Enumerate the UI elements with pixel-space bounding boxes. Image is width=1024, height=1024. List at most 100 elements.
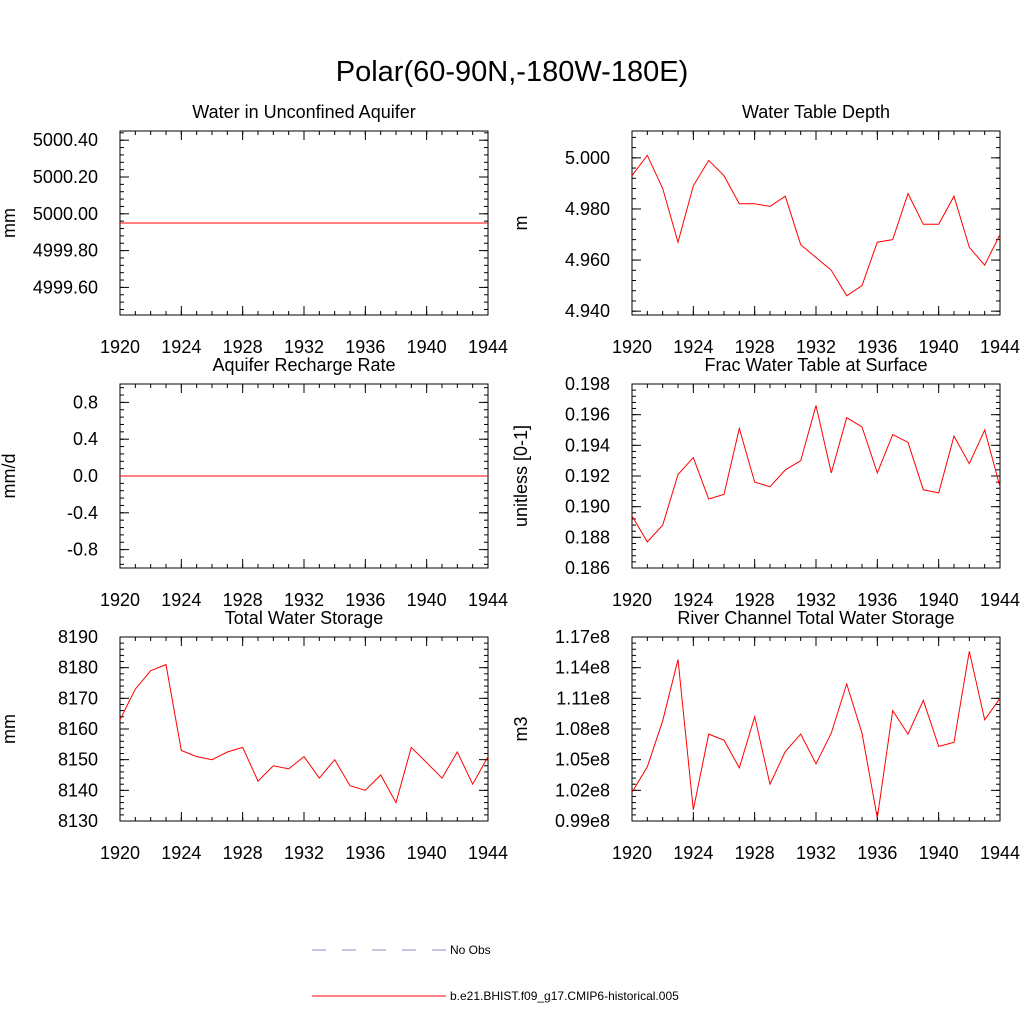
y-tick-label: 4999.60 — [33, 277, 98, 297]
x-tick-label: 1920 — [612, 337, 652, 357]
y-tick-label: 0.0 — [73, 466, 98, 486]
y-tick-label: 1.17e8 — [555, 627, 610, 647]
x-tick-label: 1932 — [284, 337, 324, 357]
panel-5: 1920 1924 1928 1932 1936 1940 1944 8130 8140 8150… — [0, 608, 508, 863]
x-tick-label: 1924 — [673, 337, 713, 357]
y-tick-label: 1.14e8 — [555, 658, 610, 678]
y-tick-label: -0.8 — [67, 540, 98, 560]
x-tick-label: 1924 — [161, 843, 201, 863]
y-tick-label: 5.000 — [565, 148, 610, 168]
y-tick-label: -0.4 — [67, 503, 98, 523]
x-tick-label: 1944 — [980, 337, 1020, 357]
x-tick-label: 1928 — [735, 337, 775, 357]
panel-2: 1920 1924 1928 1932 1936 1940 1944 4.940 4.960 4.… — [511, 102, 1020, 357]
x-tick-label: 1920 — [100, 337, 140, 357]
x-tick-label: 1924 — [161, 590, 201, 610]
x-tick-label: 1940 — [407, 590, 447, 610]
x-tick-label: 1928 — [735, 590, 775, 610]
x-tick-label: 1944 — [468, 337, 508, 357]
y-axis-label: mm — [0, 714, 19, 744]
x-tick-label: 1920 — [612, 843, 652, 863]
x-tick-label: 1920 — [100, 590, 140, 610]
x-tick-label: 1944 — [980, 843, 1020, 863]
x-tick-label: 1928 — [223, 843, 263, 863]
y-tick-label: 8160 — [58, 719, 98, 739]
x-tick-label: 1940 — [919, 590, 959, 610]
y-tick-label: 0.196 — [565, 405, 610, 425]
panel-6: 1920 1924 1928 1932 1936 1940 1944 0.99e8 1.02e8… — [511, 608, 1020, 863]
plot-frame — [631, 383, 1001, 569]
x-tick-label: 1924 — [161, 337, 201, 357]
panel-3: 1920 1924 1928 1932 1936 1940 1944 -0.8 -0.4 0.0 0… — [0, 355, 508, 610]
y-tick-label: 4.980 — [565, 199, 610, 219]
x-tick-label: 1936 — [345, 843, 385, 863]
y-tick-label: 0.198 — [565, 374, 610, 394]
y-tick-label: 5000.40 — [33, 130, 98, 150]
y-tick-label: 8170 — [58, 688, 98, 708]
x-tick-label: 1932 — [796, 590, 836, 610]
page-title: Polar(60-90N,-180W-180E) — [335, 56, 689, 88]
x-tick-label: 1936 — [345, 590, 385, 610]
y-tick-label: 0.99e8 — [555, 811, 610, 831]
series-line — [631, 405, 1001, 543]
panel-title: River Channel Total Water Storage — [677, 608, 954, 628]
x-tick-label: 1928 — [223, 337, 263, 357]
y-tick-label: 0.190 — [565, 497, 610, 517]
panel-title: Water Table Depth — [742, 102, 890, 122]
y-axis-label: m3 — [511, 716, 531, 741]
x-tick-label: 1944 — [468, 843, 508, 863]
y-tick-label: 4999.80 — [33, 241, 98, 261]
x-tick-label: 1940 — [919, 843, 959, 863]
plot-frame — [119, 636, 489, 822]
y-axis-label: unitless [0-1] — [511, 425, 531, 527]
x-tick-label: 1936 — [857, 843, 897, 863]
x-tick-label: 1924 — [673, 843, 713, 863]
x-tick-label: 1932 — [796, 843, 836, 863]
plot-frame — [631, 636, 1001, 822]
x-tick-label: 1936 — [857, 337, 897, 357]
y-axis-label: m — [511, 216, 531, 231]
y-tick-label: 5000.20 — [33, 167, 98, 187]
x-tick-label: 1920 — [100, 843, 140, 863]
plot-frame — [631, 130, 1001, 316]
y-tick-label: 8180 — [58, 658, 98, 678]
series-line — [119, 663, 489, 804]
x-tick-label: 1920 — [612, 590, 652, 610]
x-tick-label: 1940 — [407, 337, 447, 357]
panel-title: Frac Water Table at Surface — [704, 355, 927, 375]
series-line — [631, 154, 1001, 297]
panel-title: Total Water Storage — [225, 608, 383, 628]
y-tick-label: 8140 — [58, 780, 98, 800]
panel-title: Water in Unconfined Aquifer — [192, 102, 415, 122]
y-tick-label: 1.02e8 — [555, 780, 610, 800]
y-tick-label: 0.186 — [565, 558, 610, 578]
panel-1: 1920 1924 1928 1932 1936 1940 1944 4999.60 4999.… — [0, 102, 508, 357]
y-tick-label: 1.11e8 — [556, 688, 610, 708]
x-tick-label: 1932 — [284, 843, 324, 863]
x-tick-label: 1924 — [673, 590, 713, 610]
x-tick-label: 1936 — [345, 337, 385, 357]
panel-4: 1920 1924 1928 1932 1936 1940 1944 0.186 0.188 0.… — [511, 355, 1020, 610]
y-axis-label: mm/d — [0, 454, 19, 499]
panel-title: Aquifer Recharge Rate — [212, 355, 395, 375]
y-tick-label: 0.188 — [565, 527, 610, 547]
y-tick-label: 8150 — [58, 750, 98, 770]
x-tick-label: 1936 — [857, 590, 897, 610]
x-tick-label: 1940 — [407, 843, 447, 863]
y-axis-label: mm — [0, 208, 19, 238]
x-tick-label: 1932 — [284, 590, 324, 610]
y-tick-label: 0.8 — [73, 392, 98, 412]
y-tick-label: 0.4 — [73, 429, 98, 449]
x-tick-label: 1932 — [796, 337, 836, 357]
y-tick-label: 8130 — [58, 811, 98, 831]
y-tick-label: 1.05e8 — [555, 750, 610, 770]
x-tick-label: 1928 — [735, 843, 775, 863]
y-tick-label: 0.194 — [565, 435, 610, 455]
x-tick-label: 1944 — [980, 590, 1020, 610]
y-tick-label: 0.192 — [565, 466, 610, 486]
y-tick-label: 5000.00 — [33, 204, 98, 224]
y-tick-label: 8190 — [58, 627, 98, 647]
y-tick-label: 4.940 — [565, 301, 610, 321]
x-tick-label: 1940 — [919, 337, 959, 357]
